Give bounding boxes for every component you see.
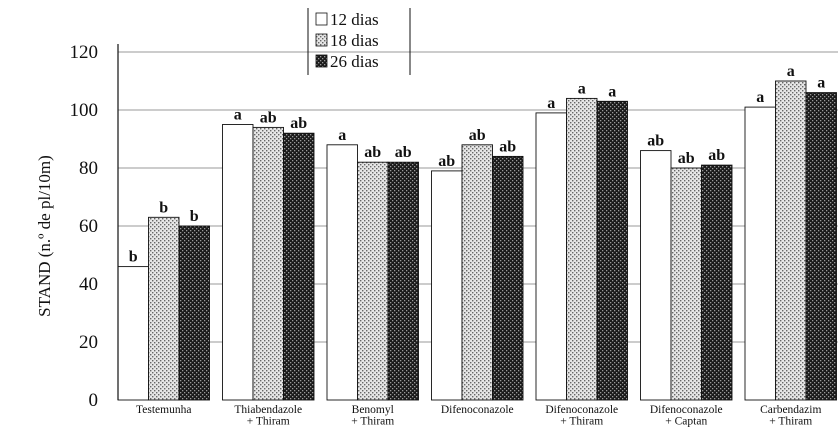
data-label: ab xyxy=(260,109,277,126)
y-tick-label: 120 xyxy=(70,42,99,63)
data-label: a xyxy=(608,83,616,100)
legend-swatch xyxy=(315,33,328,47)
x-tick-label: Testemunha xyxy=(136,404,191,416)
bar xyxy=(535,112,567,401)
bar xyxy=(596,100,628,401)
data-label: a xyxy=(234,107,242,124)
bar xyxy=(148,216,180,401)
bar xyxy=(805,92,837,401)
legend-label: 12 dias xyxy=(330,10,379,29)
bar xyxy=(283,132,315,401)
legend: 12 dias 18 dias 26 dias xyxy=(307,8,411,75)
bar xyxy=(670,167,702,401)
legend-swatch xyxy=(315,54,328,68)
x-tick-label: Thiabendazole xyxy=(234,404,302,416)
legend-label: 18 dias xyxy=(330,31,379,50)
data-label: b xyxy=(190,208,199,225)
bar xyxy=(222,124,254,401)
bar xyxy=(387,161,419,401)
y-axis-label: STAND (n.º de pl/10m) xyxy=(35,155,54,317)
bar xyxy=(744,106,776,401)
legend-label: 26 dias xyxy=(330,52,379,71)
bars xyxy=(117,80,837,401)
x-tick-label: + Thiram xyxy=(247,416,290,428)
data-label: ab xyxy=(395,144,412,161)
x-tick-label: Benomyl xyxy=(352,404,394,416)
data-label: ab xyxy=(364,144,381,161)
bar xyxy=(178,225,210,401)
x-tick-label: + Thiram xyxy=(351,416,394,428)
data-label: ab xyxy=(499,138,516,155)
bar xyxy=(431,170,463,401)
legend-swatch xyxy=(315,12,328,26)
bar xyxy=(492,155,524,401)
data-label: a xyxy=(756,89,764,106)
bar xyxy=(701,164,733,401)
bar xyxy=(775,80,807,401)
x-tick-label: Difenoconazole xyxy=(545,404,618,416)
x-tick-label: Difenoconazole xyxy=(441,404,514,416)
x-tick-label: + Thiram xyxy=(769,416,812,428)
bar xyxy=(566,97,598,401)
data-label: ab xyxy=(290,115,307,132)
y-tick-label: 60 xyxy=(79,216,98,237)
data-label: ab xyxy=(469,127,486,144)
data-label: a xyxy=(817,75,825,92)
y-tick-label: 40 xyxy=(79,274,98,295)
bar xyxy=(640,150,672,401)
bar xyxy=(357,161,389,401)
data-label: a xyxy=(787,63,795,80)
bar xyxy=(461,144,493,401)
data-label: ab xyxy=(438,153,455,170)
data-label: ab xyxy=(708,147,725,164)
y-tick-label: 100 xyxy=(70,100,99,121)
x-tick-label: + Thiram xyxy=(560,416,603,428)
bar xyxy=(117,266,149,401)
data-label: b xyxy=(129,249,138,266)
y-tick-label: 20 xyxy=(79,332,98,353)
data-label: a xyxy=(578,80,586,97)
bar xyxy=(252,126,284,401)
x-tick-label: + Captan xyxy=(665,416,707,428)
data-label: a xyxy=(547,95,555,112)
data-label: a xyxy=(338,127,346,144)
y-tick-label: 0 xyxy=(89,390,99,411)
data-label: ab xyxy=(678,150,695,167)
data-label: ab xyxy=(647,133,664,150)
data-label: b xyxy=(159,199,168,216)
x-tick-label: Carbendazim xyxy=(760,404,821,416)
y-tick-label: 80 xyxy=(79,158,98,179)
bar xyxy=(326,144,358,401)
x-tick-label: Difenoconazole xyxy=(650,404,723,416)
